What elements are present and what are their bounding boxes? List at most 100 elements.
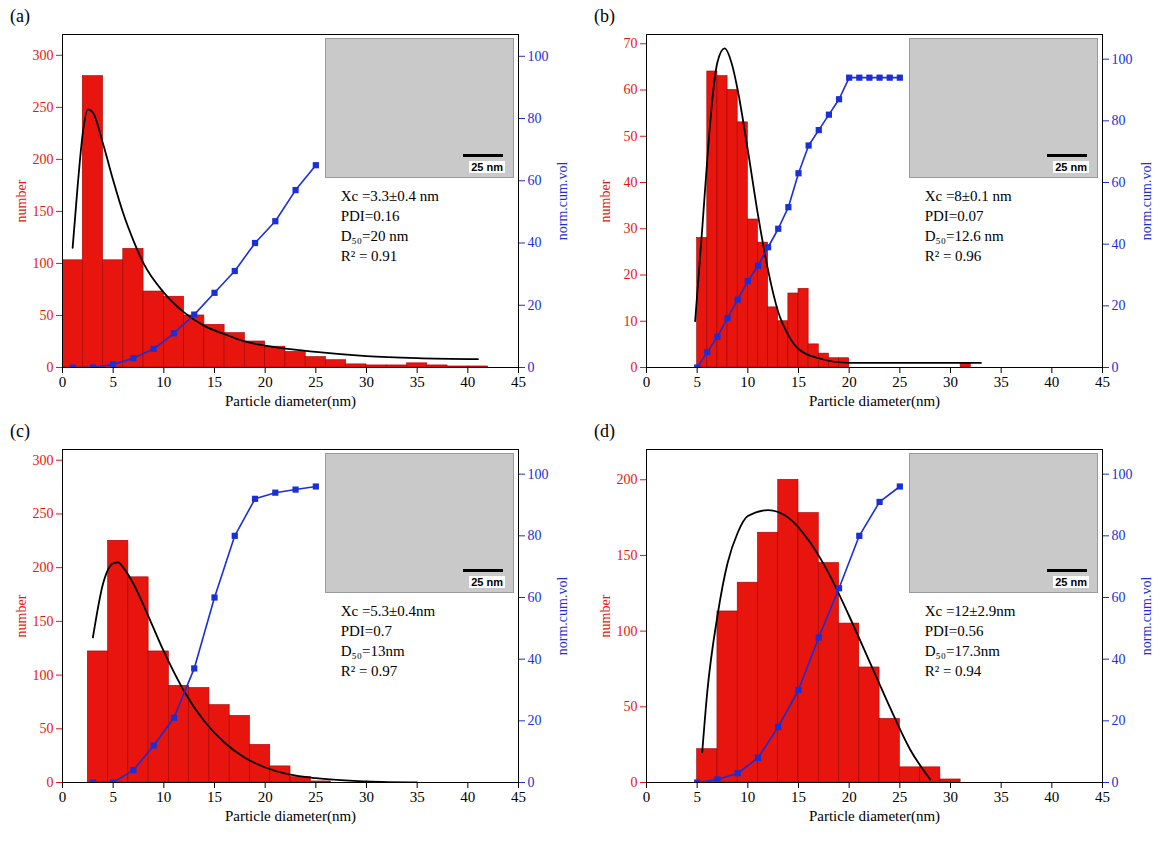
svg-text:30: 30: [943, 374, 958, 390]
svg-text:80: 80: [1112, 113, 1126, 128]
svg-text:30: 30: [359, 374, 374, 390]
svg-text:40: 40: [528, 652, 542, 667]
svg-text:10: 10: [624, 314, 638, 329]
svg-text:0: 0: [1112, 360, 1119, 375]
svg-text:number: number: [598, 179, 613, 222]
svg-text:40: 40: [1044, 374, 1059, 390]
svg-text:40: 40: [460, 374, 475, 390]
svg-text:norm.cum.vol: norm.cum.vol: [1139, 577, 1154, 656]
svg-text:norm.cum.vol: norm.cum.vol: [555, 577, 570, 656]
svg-text:0: 0: [47, 360, 54, 375]
svg-text:Particle diameter(nm): Particle diameter(nm): [225, 808, 356, 825]
svg-text:Particle diameter(nm): Particle diameter(nm): [809, 393, 940, 410]
svg-text:20: 20: [624, 267, 638, 282]
svg-text:0: 0: [631, 775, 638, 790]
svg-text:60: 60: [624, 82, 638, 97]
svg-text:100: 100: [528, 467, 549, 482]
svg-text:250: 250: [33, 100, 54, 115]
svg-text:45: 45: [511, 374, 526, 390]
svg-text:35: 35: [410, 789, 425, 805]
svg-text:70: 70: [624, 36, 638, 51]
svg-text:30: 30: [359, 789, 374, 805]
svg-text:100: 100: [617, 624, 638, 639]
svg-text:20: 20: [528, 298, 542, 313]
svg-text:40: 40: [624, 175, 638, 190]
svg-text:35: 35: [994, 374, 1009, 390]
svg-text:5: 5: [109, 374, 117, 390]
svg-text:35: 35: [410, 374, 425, 390]
svg-text:50: 50: [40, 308, 54, 323]
svg-text:20: 20: [258, 789, 273, 805]
svg-text:100: 100: [528, 49, 549, 64]
svg-text:15: 15: [791, 374, 806, 390]
svg-text:20: 20: [1112, 298, 1126, 313]
svg-text:80: 80: [1112, 528, 1126, 543]
svg-text:35: 35: [994, 789, 1009, 805]
svg-text:40: 40: [460, 789, 475, 805]
svg-text:15: 15: [207, 374, 222, 390]
svg-text:150: 150: [33, 614, 54, 629]
svg-text:25: 25: [308, 374, 323, 390]
svg-text:15: 15: [207, 789, 222, 805]
svg-text:0: 0: [643, 789, 651, 805]
svg-text:0: 0: [643, 374, 651, 390]
svg-text:20: 20: [1112, 713, 1126, 728]
svg-text:100: 100: [33, 256, 54, 271]
svg-text:5: 5: [693, 789, 701, 805]
svg-text:15: 15: [791, 789, 806, 805]
svg-text:100: 100: [1112, 52, 1133, 67]
svg-text:300: 300: [33, 48, 54, 63]
svg-text:30: 30: [624, 221, 638, 236]
svg-text:200: 200: [617, 472, 638, 487]
svg-text:50: 50: [624, 699, 638, 714]
svg-text:200: 200: [33, 152, 54, 167]
svg-text:300: 300: [33, 453, 54, 468]
svg-text:200: 200: [33, 560, 54, 575]
svg-text:80: 80: [528, 528, 542, 543]
svg-text:10: 10: [740, 374, 755, 390]
svg-text:40: 40: [1112, 652, 1126, 667]
svg-text:45: 45: [511, 789, 526, 805]
svg-text:60: 60: [528, 590, 542, 605]
svg-text:Particle diameter(nm): Particle diameter(nm): [225, 393, 356, 410]
svg-text:20: 20: [528, 713, 542, 728]
svg-text:5: 5: [693, 374, 701, 390]
svg-text:10: 10: [156, 789, 171, 805]
svg-text:0: 0: [1112, 775, 1119, 790]
svg-text:0: 0: [59, 789, 67, 805]
svg-text:100: 100: [33, 668, 54, 683]
svg-text:50: 50: [624, 129, 638, 144]
svg-text:40: 40: [1044, 789, 1059, 805]
svg-text:0: 0: [528, 775, 535, 790]
svg-text:50: 50: [40, 721, 54, 736]
svg-text:45: 45: [1095, 374, 1110, 390]
svg-text:10: 10: [740, 789, 755, 805]
svg-text:60: 60: [528, 173, 542, 188]
svg-text:20: 20: [842, 374, 857, 390]
svg-text:150: 150: [617, 548, 638, 563]
svg-text:150: 150: [33, 204, 54, 219]
svg-text:80: 80: [528, 111, 542, 126]
svg-text:number: number: [14, 594, 29, 637]
svg-text:100: 100: [1112, 467, 1133, 482]
svg-text:250: 250: [33, 506, 54, 521]
svg-text:40: 40: [528, 235, 542, 250]
svg-text:0: 0: [47, 775, 54, 790]
svg-text:60: 60: [1112, 590, 1126, 605]
svg-text:0: 0: [528, 360, 535, 375]
svg-text:0: 0: [631, 360, 638, 375]
svg-text:number: number: [598, 594, 613, 637]
svg-text:number: number: [14, 179, 29, 222]
svg-text:25: 25: [892, 789, 907, 805]
svg-text:10: 10: [156, 374, 171, 390]
svg-text:5: 5: [109, 789, 117, 805]
svg-text:20: 20: [258, 374, 273, 390]
svg-text:45: 45: [1095, 789, 1110, 805]
svg-text:30: 30: [943, 789, 958, 805]
svg-text:40: 40: [1112, 237, 1126, 252]
svg-text:Particle diameter(nm): Particle diameter(nm): [809, 808, 940, 825]
svg-text:norm.cum.vol: norm.cum.vol: [555, 162, 570, 241]
svg-text:0: 0: [59, 374, 67, 390]
svg-text:60: 60: [1112, 175, 1126, 190]
svg-text:20: 20: [842, 789, 857, 805]
